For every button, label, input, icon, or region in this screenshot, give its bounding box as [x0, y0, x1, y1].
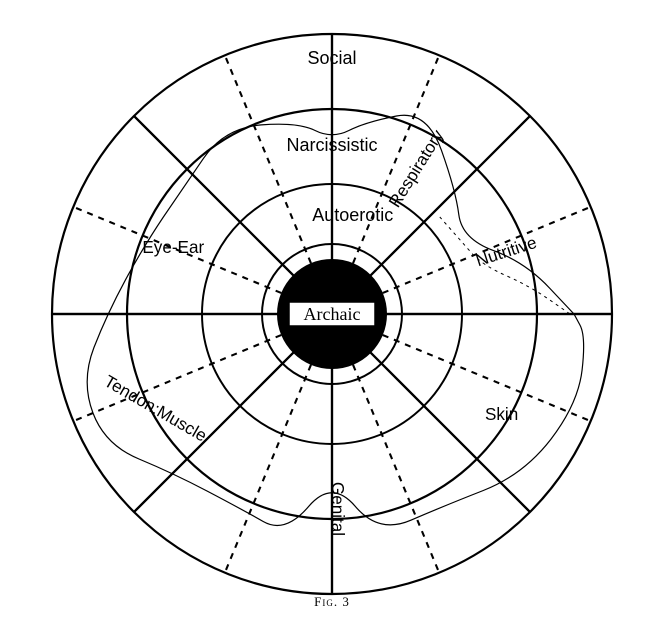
ring-label: Narcissistic — [286, 135, 377, 155]
ring-label: Social — [307, 48, 356, 68]
sector-label: Skin — [485, 405, 518, 424]
sector-label: Genital — [328, 482, 347, 536]
figure-caption: Fig. 3 — [314, 594, 350, 609]
radial-diagram: ArchaicAutoeroticNarcissisticSocialRespi… — [0, 0, 665, 619]
sector-label: Eye-Ear — [142, 238, 204, 257]
ring-label: Autoerotic — [312, 205, 393, 225]
center-label: Archaic — [304, 304, 361, 324]
